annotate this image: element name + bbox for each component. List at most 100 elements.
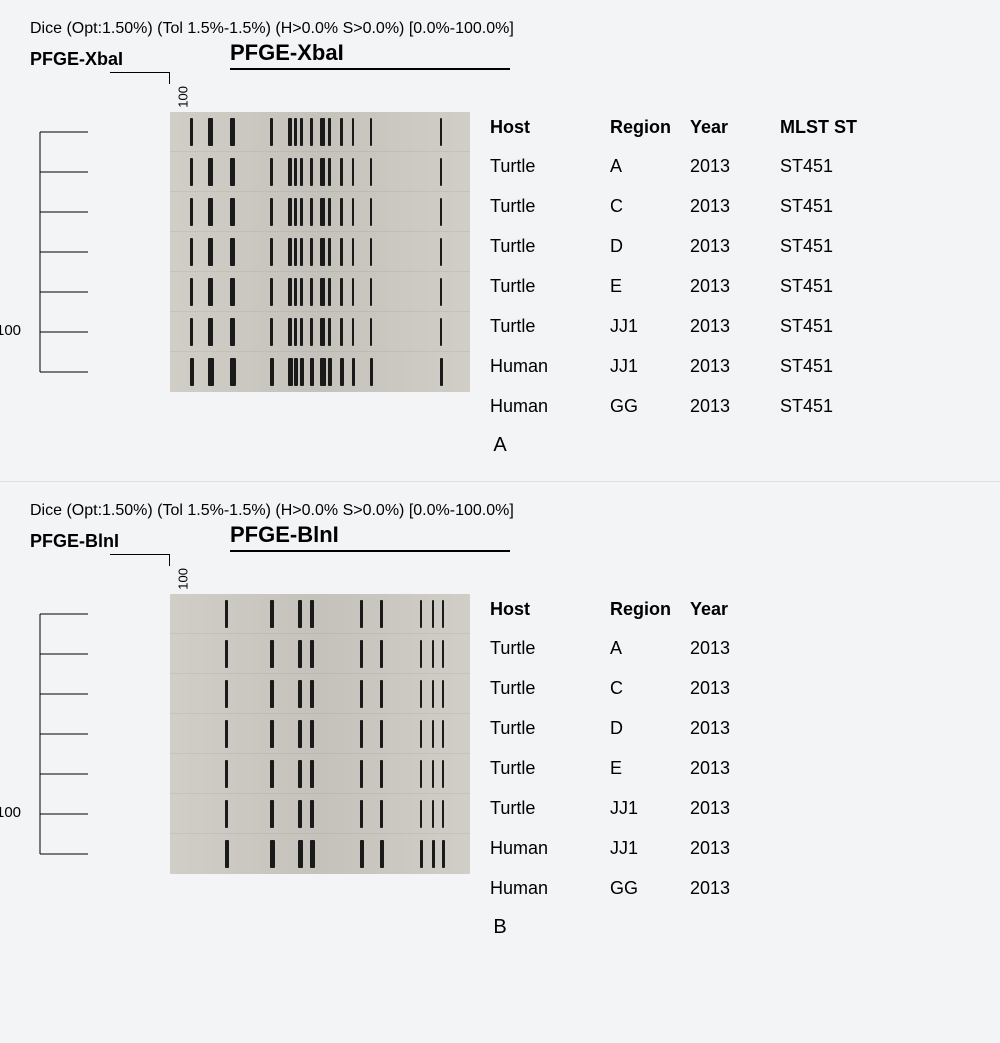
cell-host: Human	[490, 356, 590, 377]
cell-region: C	[590, 196, 690, 217]
gel-lane	[170, 272, 470, 312]
gel-band	[370, 198, 372, 226]
table-row: HumanJJ12013	[490, 828, 970, 868]
table-row: HumanJJ12013ST451	[490, 346, 970, 386]
scale-top-label-b: 100	[176, 568, 191, 590]
cell-region: E	[590, 276, 690, 297]
gel-band	[340, 278, 343, 306]
cell-host: Turtle	[490, 156, 590, 177]
gel-band	[380, 800, 383, 828]
cell-year: 2013	[690, 236, 770, 257]
cell-host: Turtle	[490, 276, 590, 297]
gel-band	[288, 118, 292, 146]
gel-band	[190, 158, 193, 186]
table-row: TurtleA2013	[490, 628, 970, 668]
gel-band	[328, 358, 332, 386]
col-region: Region	[590, 117, 690, 138]
scale-row-b: 100	[30, 554, 970, 594]
gel-band	[440, 358, 443, 386]
col-year: Year	[690, 599, 770, 620]
gel-band	[298, 800, 302, 828]
gel-band	[270, 640, 274, 668]
gel-band	[440, 118, 442, 146]
gel-band	[190, 318, 193, 346]
cell-mlst: ST451	[770, 396, 870, 417]
gel-band	[320, 238, 325, 266]
content-row-a: 100 Host Region Year MLST ST TurtleA2013…	[30, 112, 970, 426]
gel-band	[340, 118, 343, 146]
cell-mlst: ST451	[770, 196, 870, 217]
table-row: TurtleA2013ST451	[490, 146, 970, 186]
gel-band	[328, 158, 331, 186]
gel-band	[208, 198, 213, 226]
gel-band	[270, 720, 274, 748]
gel-band	[270, 760, 274, 788]
gel-band	[310, 118, 313, 146]
cell-mlst: ST451	[770, 236, 870, 257]
cell-year: 2013	[690, 276, 770, 297]
gel-band	[298, 840, 303, 868]
cell-region: D	[590, 718, 690, 739]
gel-band	[360, 600, 363, 628]
table-head-b: Host Region Year	[490, 594, 970, 624]
gel-band	[294, 318, 297, 346]
gel-band	[432, 720, 434, 748]
gel-band	[225, 600, 228, 628]
gel-band	[190, 358, 194, 386]
gel-image-b	[170, 594, 470, 874]
cell-host: Human	[490, 396, 590, 417]
gel-band	[288, 198, 292, 226]
dendro-svg-b	[30, 594, 90, 874]
cell-year: 2013	[690, 838, 770, 859]
gel-band	[230, 318, 235, 346]
gel-band	[294, 158, 297, 186]
gel-band	[340, 158, 343, 186]
gel-lane	[170, 794, 470, 834]
gel-band	[294, 278, 297, 306]
gel-band	[270, 278, 273, 306]
cell-year: 2013	[690, 878, 770, 899]
col-host: Host	[490, 599, 590, 620]
cell-year: 2013	[690, 396, 770, 417]
gel-band	[420, 720, 422, 748]
gel-band	[380, 840, 384, 868]
gel-band	[352, 318, 354, 346]
col-host: Host	[490, 117, 590, 138]
gel-band	[370, 158, 372, 186]
cell-mlst: ST451	[770, 316, 870, 337]
gel-band	[270, 318, 273, 346]
gel-band	[380, 680, 383, 708]
col-region: Region	[590, 599, 690, 620]
gel-band	[230, 278, 235, 306]
gel-band	[208, 318, 213, 346]
gel-band	[288, 358, 293, 386]
gel-band	[294, 238, 297, 266]
gel-band	[310, 238, 313, 266]
gel-band	[360, 720, 363, 748]
gel-lane	[170, 834, 470, 874]
gel-lane	[170, 714, 470, 754]
cell-host: Turtle	[490, 718, 590, 739]
cell-year: 2013	[690, 758, 770, 779]
cell-region: GG	[590, 396, 690, 417]
header-row-b: PFGE-BlnI PFGE-BlnI	[30, 522, 970, 552]
table-a: Host Region Year MLST ST TurtleA2013ST45…	[490, 112, 970, 426]
gel-band	[420, 760, 422, 788]
gel-band	[440, 158, 442, 186]
gel-lane	[170, 232, 470, 272]
gel-band	[300, 198, 303, 226]
gel-band	[340, 238, 343, 266]
gel-band	[294, 198, 297, 226]
gel-band	[288, 318, 292, 346]
cell-region: JJ1	[590, 316, 690, 337]
gel-band	[310, 760, 314, 788]
cell-host: Turtle	[490, 196, 590, 217]
table-row: TurtleC2013	[490, 668, 970, 708]
gel-band	[230, 118, 235, 146]
gel-band	[432, 760, 434, 788]
dice-params-b: Dice (Opt:1.50%) (Tol 1.5%-1.5%) (H>0.0%…	[30, 502, 970, 520]
gel-image-a	[170, 112, 470, 392]
gel-band	[300, 118, 303, 146]
gel-band	[298, 760, 302, 788]
cell-year: 2013	[690, 718, 770, 739]
